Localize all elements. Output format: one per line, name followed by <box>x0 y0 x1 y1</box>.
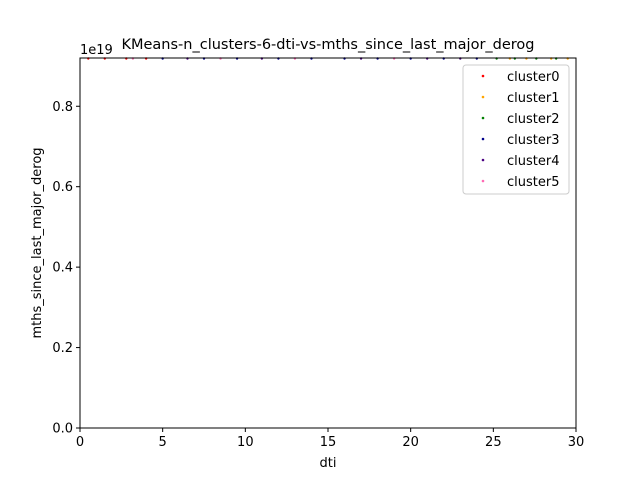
x-axis-ticks: 0 5 10 15 20 25 30 <box>76 428 584 450</box>
legend-marker-cluster5 <box>481 179 485 183</box>
legend-label-cluster3: cluster3 <box>507 133 559 148</box>
x-tick-label: 25 <box>485 435 502 450</box>
legend-marker-cluster4 <box>481 158 485 162</box>
legend-label-cluster1: cluster1 <box>507 91 559 106</box>
y-axis-ticks: 0.0 0.2 0.4 0.6 0.8 <box>52 100 80 437</box>
legend-marker-cluster0 <box>481 74 485 78</box>
y-tick-label: 0.6 <box>52 180 73 195</box>
y-tick-label: 0.2 <box>52 341 73 356</box>
x-tick-label: 5 <box>159 435 167 450</box>
legend-marker-cluster3 <box>481 137 485 141</box>
legend-label-cluster4: cluster4 <box>507 154 559 169</box>
y-tick-label: 0.8 <box>52 100 73 115</box>
legend: cluster0 cluster1 cluster2 cluster3 cluster4… <box>462 64 570 195</box>
legend-marker-cluster2 <box>481 116 485 120</box>
legend-marker-cluster1 <box>481 95 485 99</box>
x-tick-label: 0 <box>76 435 84 450</box>
x-axis-label: dti <box>320 456 337 471</box>
x-tick-label: 10 <box>237 435 254 450</box>
x-tick-label: 30 <box>568 435 585 450</box>
y-tick-label: 0.0 <box>52 422 73 437</box>
y-offset-text: 1e19 <box>80 43 113 58</box>
legend-label-cluster0: cluster0 <box>507 70 559 85</box>
legend-label-cluster2: cluster2 <box>507 112 559 127</box>
legend-label-cluster5: cluster5 <box>507 175 559 190</box>
x-tick-label: 20 <box>402 435 419 450</box>
legend-box <box>462 64 570 195</box>
y-tick-label: 0.4 <box>52 261 73 276</box>
chart-title: KMeans-n_clusters-6-dti-vs-mths_since_la… <box>121 37 534 53</box>
x-tick-label: 15 <box>320 435 337 450</box>
y-axis-label: mths_since_last_major_derog <box>30 147 45 338</box>
